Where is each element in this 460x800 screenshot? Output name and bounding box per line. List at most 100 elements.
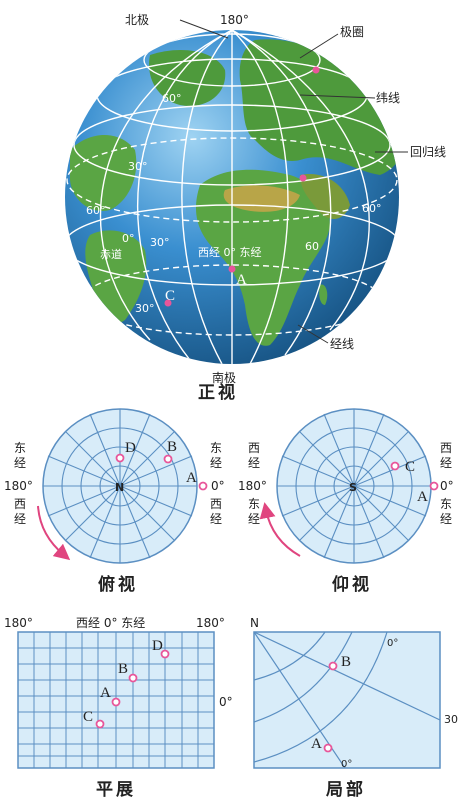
parallel-label: 纬线 — [376, 91, 400, 105]
point-d-flat — [160, 649, 170, 659]
point-d-top — [115, 453, 125, 463]
lat60-left-label: 60° — [162, 92, 182, 105]
lat30-left-label: 30° — [128, 160, 148, 173]
point-b-top — [163, 454, 173, 464]
point-a-label-flat: A — [100, 685, 111, 701]
lat30-bottom-label: 30° — [135, 302, 155, 315]
point-a-globe — [228, 265, 236, 273]
flat-right-180: 180° — [196, 616, 225, 630]
top-zero-label: 0° — [211, 479, 225, 493]
bot-west-2: 经 — [248, 456, 260, 470]
top-lon-label: 180° — [220, 13, 249, 27]
north-center-label: N — [115, 481, 124, 494]
south-pole-label: 南极 — [212, 370, 236, 385]
point-b-local — [328, 661, 338, 671]
top-west-1: 西 — [14, 497, 26, 511]
local-zero-bottom: 0° — [341, 759, 352, 770]
meridian-w60 — [136, 30, 233, 361]
meridian-w30 — [181, 30, 233, 364]
point-c-flat — [95, 719, 105, 729]
bot-east-right-1: 东 — [440, 497, 452, 511]
local-view-caption: 局部 — [326, 779, 366, 800]
bot-east-1: 东 — [248, 497, 260, 511]
point-a-label-bottom: A — [417, 489, 428, 505]
point-c-label-globe: C — [165, 288, 175, 304]
point-a-local — [323, 743, 333, 753]
point-a-label-top: A — [186, 470, 197, 486]
meridian-e90 — [231, 30, 370, 331]
local-thirty-label: 30 — [444, 713, 458, 726]
south-center-label: S — [349, 481, 357, 494]
point-c-globe — [164, 299, 172, 307]
bottom-view-grid — [277, 409, 431, 563]
point-tropic — [299, 174, 307, 182]
globe: 北极 180° 极圈 纬线 回归线 经线 南极 60° 30° 60° 60° … — [65, 13, 446, 403]
tropic-label: 回归线 — [410, 145, 446, 159]
bottom-view: C A S 西 经 180° 东 经 西 经 0° 东 经 仰视 — [238, 408, 454, 595]
bot-west-right-1: 西 — [440, 441, 452, 455]
point-c-label-flat: C — [83, 709, 93, 725]
top-west-right-2: 经 — [210, 512, 222, 526]
point-a-label-local: A — [311, 736, 322, 752]
bot-east-2: 经 — [248, 512, 260, 526]
meridian-e60 — [231, 30, 332, 356]
equator-label: 赤道 — [100, 247, 122, 261]
point-c-label-bottom: C — [405, 459, 415, 475]
point-c-bottom — [390, 461, 400, 471]
point-a-top — [198, 481, 208, 491]
globe-leaders — [179, 19, 408, 344]
north-pole-label: 北极 — [125, 13, 149, 27]
bot-180-label: 180° — [238, 479, 267, 493]
globe-land — [70, 39, 399, 346]
zero-lon-label: 0° — [122, 232, 135, 245]
bottom-view-caption: 仰视 — [332, 574, 372, 595]
top-view-grid — [43, 409, 197, 563]
local-zero-top: 0° — [387, 638, 398, 649]
point-b-label-top: B — [167, 439, 177, 455]
point-d-label-flat: D — [152, 638, 163, 654]
west-east-label: 西经 0° 东经 — [198, 246, 262, 259]
lon30-label: 30° — [150, 236, 170, 249]
top-180-label: 180° — [4, 479, 33, 493]
top-east-right-1: 东 — [210, 441, 222, 455]
flat-mid-label: 西经 0° 东经 — [76, 616, 145, 630]
lon60-label: 60 — [305, 240, 319, 253]
top-rotation-arrow — [37, 505, 71, 561]
point-a-bottom — [429, 481, 439, 491]
point-b-label-local: B — [341, 654, 351, 670]
flat-zero-lat: 0° — [219, 695, 233, 709]
flat-left-180: 180° — [4, 616, 33, 630]
top-east-right-2: 经 — [210, 456, 222, 470]
lat60-right-label: 60° — [362, 202, 382, 215]
meridian-label: 经线 — [330, 337, 354, 351]
flat-view: D B A C 180° 西经 0° 东经 180° 0° 平展 — [4, 616, 233, 800]
top-east-1: 东 — [14, 441, 26, 455]
point-b-label-flat: B — [118, 661, 128, 677]
top-west-right-1: 西 — [210, 497, 222, 511]
bot-west-1: 西 — [248, 441, 260, 455]
point-b-flat — [128, 673, 138, 683]
local-view-rect — [253, 631, 441, 769]
top-view: D B A N 东 经 180° 西 经 东 经 0° 西 经 俯视 — [4, 408, 225, 595]
globe-grid — [65, 30, 399, 364]
front-view-caption: 正视 — [198, 382, 238, 403]
meridian-e30 — [231, 30, 289, 364]
bottom-rotation-arrow — [259, 502, 301, 557]
meridian-w90 — [99, 30, 233, 341]
point-polar — [312, 66, 320, 74]
point-d-label-top: D — [125, 440, 136, 456]
flat-view-caption: 平展 — [96, 780, 136, 800]
top-east-2: 经 — [14, 456, 26, 470]
local-view: B A N 0° 30 0° 局部 — [250, 616, 458, 800]
point-a-flat — [111, 697, 121, 707]
lat60-left2-label: 60° — [86, 204, 106, 217]
bot-west-right-2: 经 — [440, 456, 452, 470]
polar-circle-label: 极圈 — [340, 25, 364, 39]
bot-zero-label: 0° — [440, 479, 454, 493]
top-west-2: 经 — [14, 512, 26, 526]
local-north-label: N — [250, 616, 259, 630]
top-view-caption: 俯视 — [98, 574, 138, 595]
bot-east-right-2: 经 — [440, 512, 452, 526]
